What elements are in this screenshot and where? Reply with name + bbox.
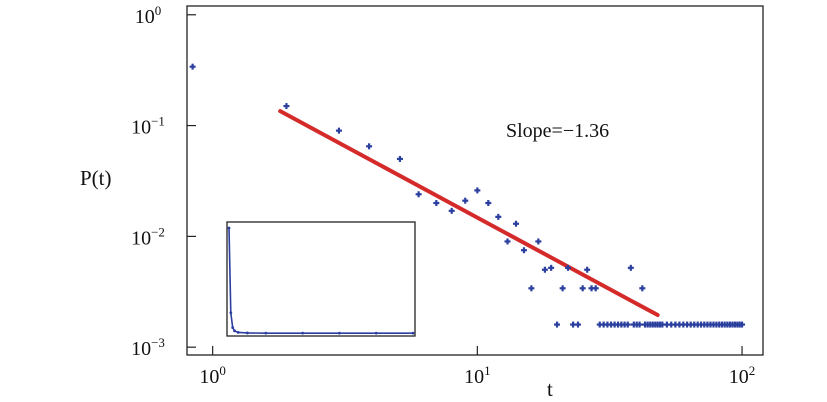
data-point — [189, 63, 196, 70]
data-point — [504, 238, 511, 245]
inset-data-point — [229, 311, 233, 315]
data-point — [592, 285, 599, 292]
x-tick-label-base: 10 — [464, 366, 484, 388]
inset-data-points — [227, 226, 415, 335]
data-point — [415, 191, 422, 198]
y-tick-label-exp: 0 — [155, 3, 162, 18]
x-tick-label: 101 — [464, 363, 491, 388]
y-tick-label: 10−1 — [131, 114, 165, 139]
inset-frame — [226, 221, 416, 337]
slope-annotation: Slope=−1.36 — [506, 120, 609, 142]
data-point — [548, 264, 555, 271]
data-point — [366, 143, 373, 150]
data-point — [520, 247, 527, 254]
y-tick-label: 10−2 — [131, 224, 165, 249]
data-point — [495, 213, 502, 220]
inset-data-point — [236, 331, 240, 334]
y-tick-label-base: 10 — [131, 227, 151, 249]
y-axis-title: P(t) — [80, 166, 112, 190]
x-tick-label-exp: 0 — [219, 363, 226, 378]
data-point — [485, 200, 492, 207]
inset-data-point — [246, 331, 249, 335]
inset-data-point — [411, 331, 415, 335]
y-tick-label-exp: −3 — [151, 335, 165, 350]
data-point — [283, 103, 290, 110]
data-point — [739, 321, 746, 328]
x-tick-label-base: 10 — [199, 366, 219, 388]
y-tick-label: 100 — [135, 3, 162, 28]
x-tick-label-base: 10 — [729, 366, 749, 388]
inset-data-point — [233, 329, 236, 333]
x-axis-ticks: 100 101 102 — [199, 346, 755, 388]
data-point — [564, 264, 571, 271]
x-tick-label: 102 — [729, 363, 756, 388]
fit-line — [278, 109, 660, 318]
x-axis-title: t — [547, 377, 553, 401]
plot-frame — [186, 5, 764, 356]
inset-data-point — [231, 326, 235, 330]
data-point — [559, 285, 566, 292]
data-point — [636, 321, 643, 328]
data-point — [513, 220, 520, 227]
data-points — [189, 63, 746, 328]
inset-data-point — [301, 331, 304, 335]
y-tick-label-base: 10 — [131, 117, 151, 139]
y-tick-label: 10−3 — [131, 335, 165, 360]
data-point — [624, 321, 631, 328]
x-tick-label: 100 — [199, 363, 226, 388]
data-point — [448, 207, 455, 214]
inset-data-point — [264, 331, 268, 335]
x-tick-label-exp: 1 — [484, 363, 491, 378]
data-point — [639, 285, 646, 292]
data-point — [574, 321, 581, 328]
data-point — [433, 200, 440, 207]
x-tick-label-exp: 2 — [749, 363, 756, 378]
data-point — [396, 155, 403, 162]
y-tick-label-base: 10 — [131, 338, 151, 360]
inset-chart — [226, 221, 416, 337]
data-point — [584, 266, 591, 273]
data-point — [535, 238, 542, 245]
y-tick-label-base: 10 — [135, 6, 155, 28]
data-point — [528, 285, 535, 292]
data-point — [462, 197, 469, 204]
data-point — [554, 321, 561, 328]
data-point — [335, 127, 342, 134]
data-point — [627, 264, 634, 271]
data-point — [474, 187, 481, 194]
inset-data-point — [338, 331, 341, 335]
inset-data-point — [227, 226, 231, 230]
y-tick-label-exp: −2 — [151, 224, 165, 239]
data-point — [579, 285, 586, 292]
y-tick-label-exp: −1 — [151, 114, 165, 129]
inset-data-point — [374, 331, 378, 335]
data-point — [541, 266, 548, 273]
